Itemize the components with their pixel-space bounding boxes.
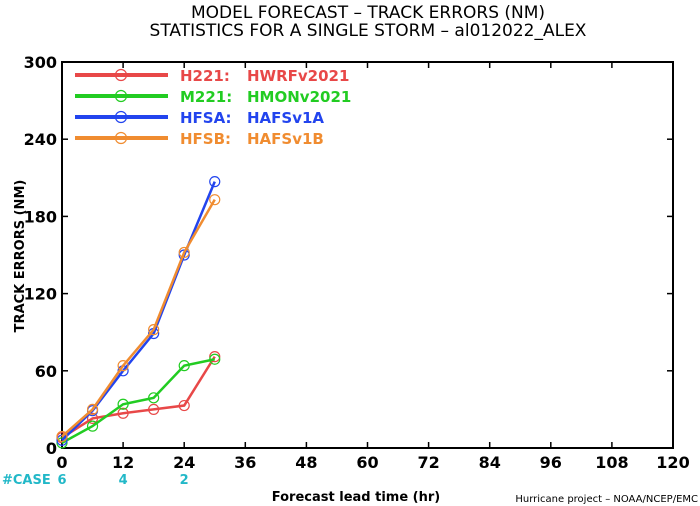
series-line (61, 357, 216, 444)
legend: H221: HWRFv2021 M221: HMONv2021 HFSA: HAFSv1A… (75, 67, 351, 148)
x-tick-label: 0 (56, 453, 67, 472)
case-counts: #CASE 6 4 2 (2, 473, 189, 488)
x-tick-label: 36 (234, 453, 256, 472)
data-point (86, 420, 99, 432)
legend-entry: HFSA: HAFSv1A (75, 109, 324, 127)
data-point (209, 351, 221, 363)
chart-title: MODEL FORECAST – TRACK ERRORS (NM) (191, 3, 545, 23)
legend-label-name: HWRFv2021 (247, 67, 349, 85)
data-point (117, 360, 129, 372)
x-tick-label: 120 (656, 453, 689, 472)
series-line (61, 199, 216, 438)
y-tick-label: 0 (46, 439, 57, 458)
plot-area (61, 61, 674, 449)
legend-entry: M221: HMONv2021 (75, 88, 351, 106)
legend-swatch-marker (114, 68, 128, 82)
data-point (148, 403, 160, 415)
case-count: 4 (119, 473, 128, 488)
data-point (178, 246, 190, 259)
credit-text: Hurricane project – NOAA/NCEP/EMC (515, 494, 698, 505)
y-tick-label: 60 (35, 362, 57, 381)
legend-label-name: HAFSv1A (247, 109, 324, 127)
x-tick-label: 72 (417, 453, 439, 472)
x-axis-label: Forecast lead time (hr) (272, 490, 440, 505)
data-point (178, 360, 190, 372)
legend-swatch-marker (114, 89, 128, 103)
legend-label-id: HFSA: (180, 109, 232, 127)
data-point (86, 403, 99, 415)
series-hmonv2021 (56, 353, 221, 449)
plot-border (61, 61, 674, 449)
x-tick-label: 108 (595, 453, 628, 472)
data-point (56, 437, 68, 449)
x-tick-label: 84 (479, 453, 501, 472)
x-tick-label: 12 (112, 453, 134, 472)
series-hafsv1b (56, 194, 221, 443)
y-tick-label: 180 (24, 207, 57, 226)
x-tick-label: 96 (540, 453, 562, 472)
legend-label-id: M221: (180, 88, 232, 106)
data-point (117, 407, 129, 419)
data-point (209, 194, 221, 206)
case-count: 6 (57, 473, 66, 488)
x-tick-label: 48 (295, 453, 317, 472)
legend-entry: HFSB: HAFSv1B (75, 130, 324, 148)
legend-label-name: HAFSv1B (247, 130, 324, 148)
data-point (209, 176, 221, 188)
series-hwrfv2021 (56, 351, 221, 444)
data-point (209, 353, 221, 365)
y-tick-label: 300 (24, 53, 57, 72)
legend-label-name: HMONv2021 (247, 88, 351, 106)
series-line (61, 355, 216, 439)
legend-swatch-marker (114, 110, 128, 124)
series-layer (56, 176, 221, 449)
y-axis-label: TRACK ERRORS (NM) (13, 180, 28, 333)
data-point (178, 399, 190, 412)
axis-ticks: 0 12 24 36 48 60 72 84 96 108 120 0 60 120 180 240 300 (24, 53, 690, 472)
legend-entry: H221: HWRFv2021 (75, 67, 349, 85)
y-tick-label: 120 (24, 285, 57, 304)
data-point (56, 430, 68, 443)
data-point (86, 412, 99, 425)
series-hafsv1a (56, 176, 221, 446)
chart-subtitle: STATISTICS FOR A SINGLE STORM – al012022… (150, 21, 587, 41)
legend-label-id: HFSB: (180, 130, 231, 148)
data-point (148, 392, 160, 404)
x-tick-label: 60 (356, 453, 378, 472)
x-tick-label: 24 (173, 453, 195, 472)
case-count: 2 (180, 473, 189, 488)
legend-label-id: H221: (180, 67, 230, 85)
y-tick-label: 240 (24, 130, 57, 149)
case-label: #CASE (2, 473, 51, 488)
data-point (117, 398, 129, 410)
data-point (148, 324, 160, 336)
legend-swatch-marker (114, 131, 128, 145)
